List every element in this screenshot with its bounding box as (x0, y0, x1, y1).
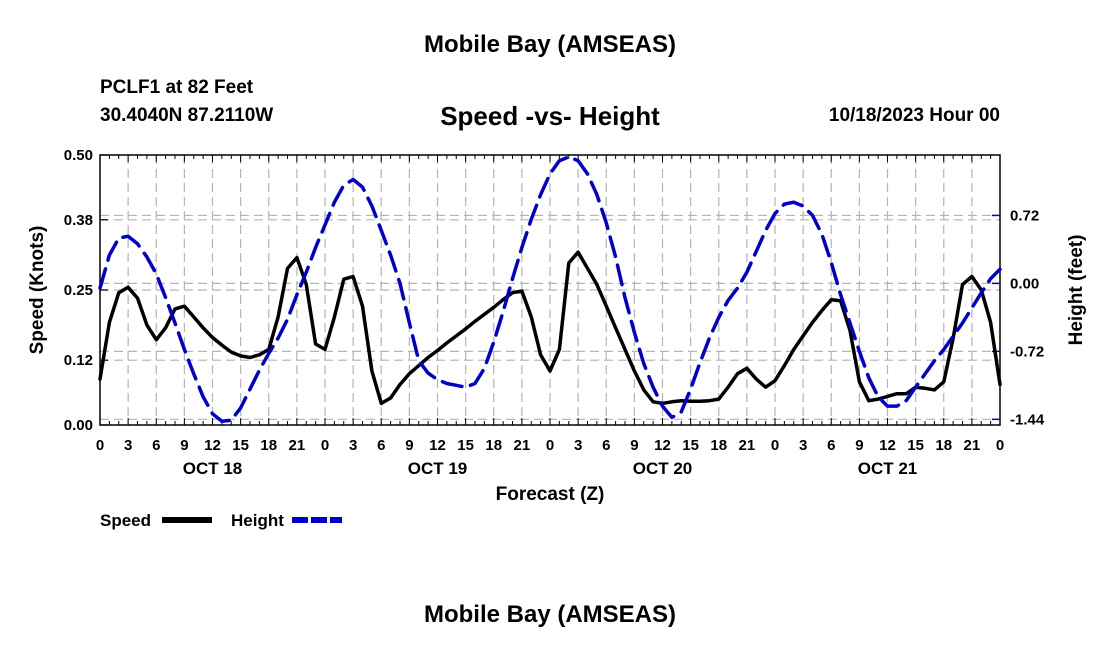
x-tick-label: 12 (879, 437, 896, 454)
x-tick-label: 12 (654, 437, 671, 454)
y-tick-label: 0.38 (64, 212, 93, 229)
station-coordinates: 30.4040N 87.2110W (100, 105, 274, 126)
x-tick-label: 9 (855, 437, 863, 454)
y2-tick-label: -1.44 (1010, 411, 1045, 428)
x-tick-label: 3 (124, 437, 132, 454)
x-tick-label: 21 (964, 437, 981, 454)
y-tick-label: 0.12 (64, 352, 93, 369)
x-tick-label: 3 (349, 437, 357, 454)
day-label: OCT 20 (633, 459, 693, 478)
x-tick-label: 21 (289, 437, 306, 454)
x-tick-label: 0 (771, 437, 779, 454)
y2-tick-label: -0.72 (1010, 343, 1044, 360)
x-tick-label: 3 (574, 437, 582, 454)
y-axis-title: Speed (Knots) (27, 226, 48, 355)
x-tick-label: 18 (485, 437, 502, 454)
x-tick-label: 15 (907, 437, 924, 454)
x-tick-label: 15 (457, 437, 474, 454)
x-axis-title: Forecast (Z) (496, 484, 605, 505)
x-tick-label: 6 (827, 437, 835, 454)
forecast-datetime: 10/18/2023 Hour 00 (828, 105, 1000, 126)
speed-series-line (98, 250, 1002, 406)
x-tick-label: 9 (405, 437, 413, 454)
x-tick-label: 0 (321, 437, 329, 454)
legend-height-label: Height (231, 511, 284, 530)
x-tick-label: 15 (682, 437, 699, 454)
x-tick-label: 6 (602, 437, 610, 454)
x-tick-label: 0 (546, 437, 554, 454)
x-tick-label: 21 (739, 437, 756, 454)
x-tick-label: 15 (232, 437, 249, 454)
x-tick-label: 12 (429, 437, 446, 454)
x-tick-label: 18 (260, 437, 277, 454)
x-tick-label: 0 (96, 437, 104, 454)
day-label: OCT 18 (183, 459, 243, 478)
legend-speed-label: Speed (100, 511, 151, 530)
x-tick-label: 6 (152, 437, 160, 454)
x-tick-label: 9 (180, 437, 188, 454)
y-tick-label: 0.00 (64, 417, 93, 434)
x-tick-label: 9 (630, 437, 638, 454)
x-tick-label: 18 (710, 437, 727, 454)
x-tick-label: 3 (799, 437, 807, 454)
y-tick-label: 0.50 (64, 147, 93, 164)
chart-title: Mobile Bay (AMSEAS) (423, 31, 677, 58)
y-tick-label: 0.25 (64, 282, 93, 299)
x-tick-label: 0 (996, 437, 1004, 454)
x-tick-label: 12 (204, 437, 221, 454)
x-tick-label: 18 (935, 437, 952, 454)
station-label: PCLF1 at 82 Feet (100, 77, 254, 98)
day-label: OCT 19 (408, 459, 468, 478)
chart-subtitle: Speed -vs- Height (440, 101, 660, 131)
height-series-line (98, 155, 1002, 423)
repeated-chart-title: Mobile Bay (AMSEAS) (423, 601, 677, 628)
day-label: OCT 21 (858, 459, 918, 478)
y2-tick-label: 0.72 (1010, 207, 1039, 224)
y2-axis-title: Height (feet) (1066, 235, 1087, 346)
x-tick-label: 6 (377, 437, 385, 454)
x-tick-label: 21 (514, 437, 531, 454)
y2-tick-label: 0.00 (1010, 275, 1039, 292)
